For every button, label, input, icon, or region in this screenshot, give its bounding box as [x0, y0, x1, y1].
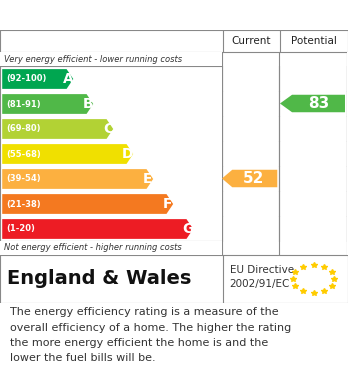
Text: (39-54): (39-54) — [7, 174, 41, 183]
Text: (21-38): (21-38) — [7, 199, 41, 208]
Polygon shape — [2, 219, 193, 239]
Polygon shape — [280, 95, 345, 112]
Text: C: C — [103, 122, 113, 136]
Polygon shape — [2, 169, 153, 189]
Polygon shape — [2, 144, 133, 164]
Text: E: E — [143, 172, 153, 186]
Text: D: D — [122, 147, 134, 161]
Text: 83: 83 — [308, 96, 330, 111]
Polygon shape — [2, 194, 173, 214]
Text: EU Directive
2002/91/EC: EU Directive 2002/91/EC — [230, 265, 294, 289]
Text: The energy efficiency rating is a measure of the
overall efficiency of a home. T: The energy efficiency rating is a measur… — [10, 307, 292, 363]
Text: (55-68): (55-68) — [7, 149, 41, 158]
Text: Current: Current — [232, 36, 271, 46]
Polygon shape — [2, 94, 93, 114]
Text: (1-20): (1-20) — [7, 224, 35, 233]
Text: Energy Efficiency Rating: Energy Efficiency Rating — [10, 7, 232, 23]
Text: England & Wales: England & Wales — [7, 269, 191, 289]
Text: G: G — [182, 222, 193, 236]
Text: Very energy efficient - lower running costs: Very energy efficient - lower running co… — [5, 55, 183, 64]
Text: Not energy efficient - higher running costs: Not energy efficient - higher running co… — [5, 243, 182, 252]
Text: (92-100): (92-100) — [7, 75, 47, 84]
Polygon shape — [2, 69, 73, 89]
Text: B: B — [82, 97, 93, 111]
Text: Potential: Potential — [291, 36, 337, 46]
Text: 52: 52 — [243, 171, 264, 186]
Polygon shape — [222, 170, 277, 187]
Text: (81-91): (81-91) — [7, 99, 41, 108]
Text: F: F — [163, 197, 173, 211]
Text: A: A — [63, 72, 73, 86]
Text: (69-80): (69-80) — [7, 124, 41, 133]
Polygon shape — [2, 119, 113, 139]
